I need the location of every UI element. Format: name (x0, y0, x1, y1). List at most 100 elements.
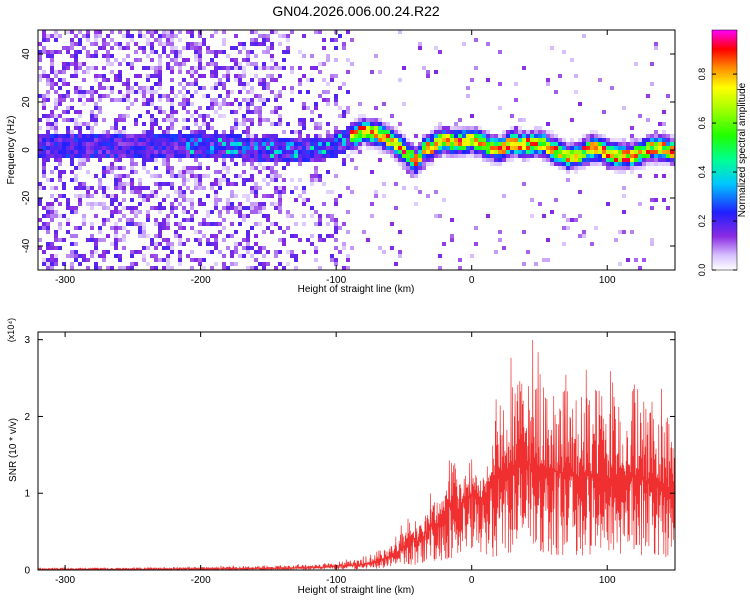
heatmap-cell (42, 158, 46, 162)
heatmap-cell (262, 214, 266, 218)
heatmap-cell (514, 150, 518, 154)
heatmap-cell (90, 94, 94, 98)
heatmap-cell (130, 170, 134, 174)
heatmap-cell (494, 250, 498, 254)
heatmap-cell (426, 142, 430, 146)
heatmap-cell (90, 114, 94, 118)
heatmap-cell (278, 154, 282, 158)
heatmap-cell (158, 150, 162, 154)
heatmap-cell (182, 190, 186, 194)
heatmap-cell (126, 134, 130, 138)
heatmap-cell (314, 250, 318, 254)
heatmap-cell (234, 162, 238, 166)
heatmap-cell (122, 126, 126, 130)
heatmap-cell (402, 146, 406, 150)
heatmap-cell (258, 206, 262, 210)
heatmap-cell (510, 134, 514, 138)
heatmap-cell (458, 258, 462, 262)
heatmap-cell (118, 98, 122, 102)
heatmap-cell (598, 138, 602, 142)
heatmap-cell (42, 138, 46, 142)
heatmap-cell (302, 74, 306, 78)
heatmap-cell (254, 94, 258, 98)
heatmap-cell (198, 106, 202, 110)
heatmap-cell (362, 114, 366, 118)
heatmap-cell (254, 42, 258, 46)
heatmap-cell (162, 110, 166, 114)
heatmap-cell (154, 90, 158, 94)
heatmap-cell (126, 98, 130, 102)
heatmap-cell (38, 198, 42, 202)
heatmap-cell (142, 194, 146, 198)
heatmap-cell (202, 150, 206, 154)
heatmap-cell (626, 154, 630, 158)
heatmap-cell (178, 150, 182, 154)
heatmap-cell (290, 178, 294, 182)
heatmap-cell (146, 110, 150, 114)
heatmap-cell (506, 134, 510, 138)
heatmap-cell (130, 182, 134, 186)
heatmap-cell (530, 154, 534, 158)
heatmap-cell (214, 102, 218, 106)
heatmap-cell (638, 162, 642, 166)
heatmap-cell (154, 142, 158, 146)
heatmap-cell (158, 226, 162, 230)
heatmap-cell (78, 166, 82, 170)
heatmap-cell (334, 142, 338, 146)
heatmap-cell (110, 86, 114, 90)
heatmap-cell (54, 122, 58, 126)
heatmap-cell (106, 58, 110, 62)
heatmap-cell (114, 142, 118, 146)
heatmap-cell (102, 186, 106, 190)
heatmap-cell (178, 238, 182, 242)
heatmap-cell (38, 142, 42, 146)
heatmap-cell (478, 146, 482, 150)
heatmap-cell (202, 218, 206, 222)
heatmap-cell (414, 154, 418, 158)
heatmap-cell (274, 170, 278, 174)
heatmap-cell (182, 198, 186, 202)
heatmap-cell (478, 154, 482, 158)
heatmap-cell (334, 154, 338, 158)
heatmap-cell (102, 222, 106, 226)
heatmap-cell (614, 166, 618, 170)
snr-x-tick-label: 0 (469, 575, 475, 586)
heatmap-cell (386, 150, 390, 154)
heatmap-cell (454, 134, 458, 138)
heatmap-cell (238, 42, 242, 46)
heatmap-cell (314, 134, 318, 138)
heatmap-cell (294, 138, 298, 142)
heatmap-cell (154, 106, 158, 110)
heatmap-cell (378, 138, 382, 142)
heatmap-cell (94, 238, 98, 242)
heatmap-cell (54, 130, 58, 134)
heatmap-cell (666, 134, 670, 138)
heatmap-cell (478, 150, 482, 154)
heatmap-cell (258, 150, 262, 154)
heatmap-cell (290, 150, 294, 154)
heatmap-cell (142, 142, 146, 146)
heatmap-cell (74, 86, 78, 90)
heatmap-cell (486, 154, 490, 158)
heatmap-cell (430, 146, 434, 150)
heatmap-cell (666, 158, 670, 162)
heatmap-cell (278, 66, 282, 70)
heatmap-cell (146, 38, 150, 42)
heatmap-cell (250, 50, 254, 54)
heatmap-cell (118, 218, 122, 222)
heatmap-cell (282, 146, 286, 150)
heatmap-cell (166, 266, 170, 270)
heatmap-cell (110, 54, 114, 58)
heatmap-cell (594, 158, 598, 162)
heatmap-cell (222, 114, 226, 118)
heatmap-cell (138, 34, 142, 38)
heatmap-cell (102, 194, 106, 198)
heatmap-cell (146, 246, 150, 250)
heatmap-cell (602, 158, 606, 162)
heatmap-cell (654, 46, 658, 50)
heatmap-cell (46, 150, 50, 154)
heatmap-cell (58, 154, 62, 158)
heatmap-cell (474, 126, 478, 130)
heatmap-cell (158, 258, 162, 262)
heatmap-cell (222, 266, 226, 270)
